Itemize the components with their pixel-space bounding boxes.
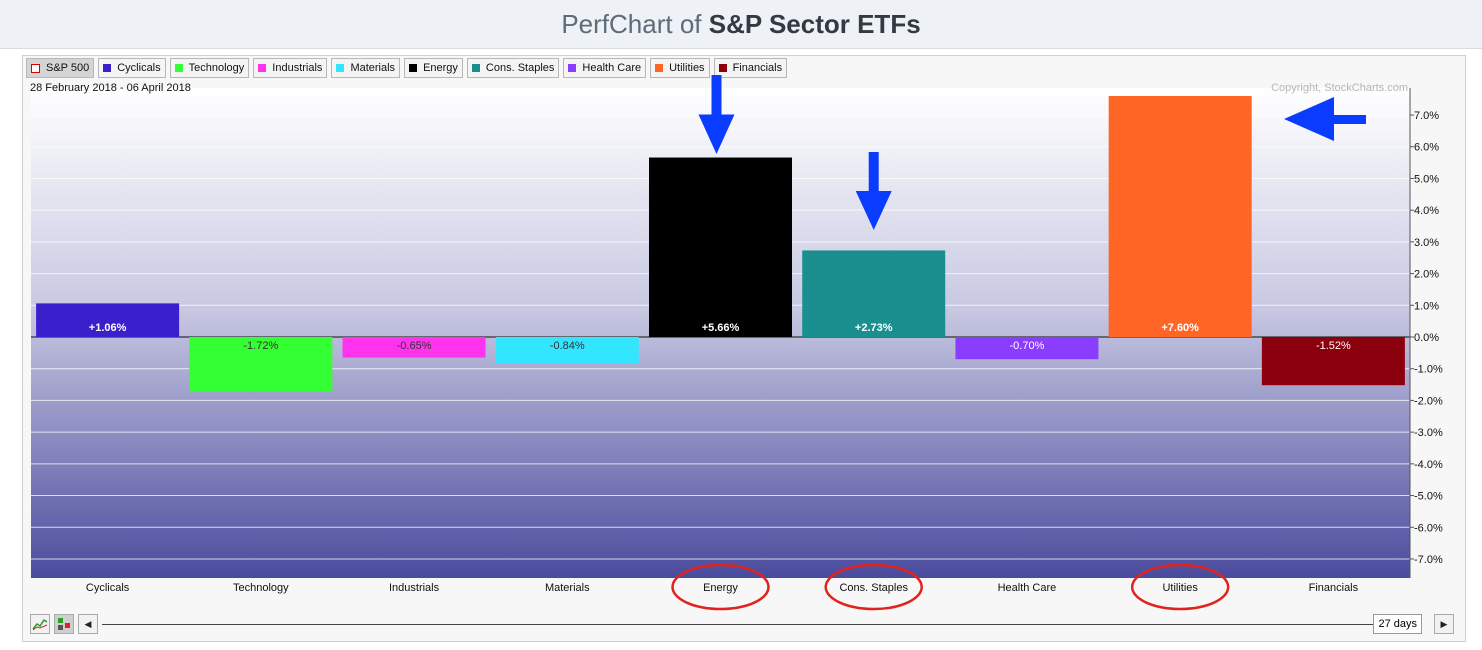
y-tick-label: -6.0% — [1414, 522, 1443, 534]
legend-label: Materials — [350, 62, 396, 74]
annotation-arrow-head — [698, 114, 735, 154]
annotation-arrow — [868, 152, 879, 195]
y-tick-label: 0.0% — [1414, 332, 1439, 344]
legend-item-health-care[interactable]: Health Care — [563, 58, 647, 78]
legend-label: S&P 500 — [46, 62, 90, 74]
y-tick-label: -4.0% — [1414, 459, 1443, 471]
page-header: PerfChart of S&P Sector ETFs — [0, 0, 1482, 49]
bar-technology — [189, 337, 333, 392]
x-tick-label: Energy — [703, 582, 738, 594]
y-tick-label: 2.0% — [1414, 269, 1439, 281]
chart-controls: ◀ 27 days ▶ — [30, 614, 1454, 636]
legend-swatch — [409, 64, 418, 72]
bar-health-care — [955, 337, 1099, 360]
annotation-arrow — [1318, 115, 1366, 124]
timeline-slider[interactable] — [102, 624, 1374, 625]
y-tick-label: -2.0% — [1414, 395, 1443, 407]
legend-label: Technology — [188, 62, 245, 74]
annotation-arrow-head — [855, 191, 892, 230]
legend-swatch — [174, 64, 183, 72]
legend-item-technology[interactable]: Technology — [169, 58, 250, 78]
legend-swatch — [103, 64, 112, 72]
legend-swatch — [31, 63, 40, 73]
page-title: PerfChart of S&P Sector ETFs — [561, 9, 921, 39]
x-tick-label: Technology — [233, 582, 289, 594]
annotation-arrow-head — [1284, 97, 1334, 141]
legend-label: Industrials — [272, 62, 323, 74]
bar-financials — [1261, 337, 1405, 386]
x-tick-label: Industrials — [389, 582, 440, 594]
x-tick-label: Cons. Staples — [839, 582, 908, 594]
line-chart-icon[interactable] — [30, 614, 50, 634]
legend-label: Cons. Staples — [485, 62, 555, 74]
bar-value-label: +7.60% — [1161, 322, 1199, 334]
highlight-circle — [671, 563, 770, 611]
bar-value-label: +2.73% — [855, 322, 893, 334]
y-tick-label: 7.0% — [1414, 110, 1439, 122]
legend-swatch — [336, 64, 345, 72]
bar-value-label: -0.84% — [550, 340, 585, 352]
y-tick-label: 1.0% — [1414, 300, 1439, 312]
date-range: 28 February 2018 - 06 April 2018 — [30, 82, 191, 94]
legend-bar: S&P 500 Cyclicals Technology Industrials Mat… — [26, 58, 788, 78]
legend-swatch — [258, 64, 267, 72]
legend-swatch — [568, 64, 577, 72]
days-display: 27 days — [1373, 614, 1422, 634]
y-tick-label: -5.0% — [1414, 491, 1443, 503]
legend-label: Financials — [732, 62, 783, 74]
y-tick-label: 3.0% — [1414, 237, 1439, 249]
highlight-circle — [824, 563, 923, 611]
copyright-text: Copyright, StockCharts.com — [1271, 82, 1408, 94]
legend-label: Cyclicals — [117, 62, 161, 74]
highlight-circle — [1130, 563, 1230, 611]
x-tick-label: Financials — [1309, 582, 1359, 594]
legend-item-financials[interactable]: Financials — [713, 58, 788, 78]
y-tick-label: 4.0% — [1414, 205, 1439, 217]
bar-value-label: -1.72% — [243, 340, 278, 352]
bar-cons-staples — [802, 250, 946, 337]
bar-value-label: -0.65% — [397, 340, 432, 352]
scroll-right-button[interactable]: ▶ — [1434, 614, 1454, 634]
x-tick-label: Cyclicals — [86, 582, 130, 594]
legend-item-utilities[interactable]: Utilities — [650, 58, 710, 78]
x-tick-label: Health Care — [998, 582, 1057, 594]
scroll-left-button[interactable]: ◀ — [78, 614, 98, 634]
legend-item-cyclicals[interactable]: Cyclicals — [98, 58, 166, 78]
bar-chart-icon[interactable] — [54, 614, 74, 634]
legend-swatch — [655, 64, 664, 72]
legend-item-cons-staples[interactable]: Cons. Staples — [466, 58, 560, 78]
legend-label: Health Care — [582, 62, 642, 74]
bar-industrials — [342, 337, 486, 358]
legend-swatch — [718, 64, 727, 72]
legend-item-materials[interactable]: Materials — [331, 58, 401, 78]
bar-utilities — [1108, 96, 1252, 337]
y-tick-label: 6.0% — [1414, 142, 1439, 154]
bar-value-label: -1.52% — [1316, 340, 1351, 352]
bar-value-label: +1.06% — [89, 322, 127, 334]
y-tick-label: -7.0% — [1414, 554, 1443, 566]
x-tick-label: Utilities — [1162, 582, 1198, 594]
annotation-arrow — [711, 75, 722, 119]
y-tick-label: 5.0% — [1414, 173, 1439, 185]
x-tick-label: Materials — [545, 582, 590, 594]
bar-energy — [649, 157, 792, 337]
legend-item-industrials[interactable]: Industrials — [253, 58, 328, 78]
y-tick-label: -1.0% — [1414, 364, 1443, 376]
bar-value-label: +5.66% — [702, 322, 740, 334]
bar-cyclicals — [36, 303, 180, 337]
legend-swatch — [471, 64, 480, 72]
y-tick-label: -3.0% — [1414, 427, 1443, 439]
legend-item-energy[interactable]: Energy — [404, 58, 463, 78]
legend-label: Energy — [423, 62, 458, 74]
legend-item-s-p-500[interactable]: S&P 500 — [26, 58, 95, 78]
bar-materials — [495, 337, 639, 364]
bar-value-label: -0.70% — [1010, 340, 1045, 352]
legend-label: Utilities — [669, 62, 705, 74]
